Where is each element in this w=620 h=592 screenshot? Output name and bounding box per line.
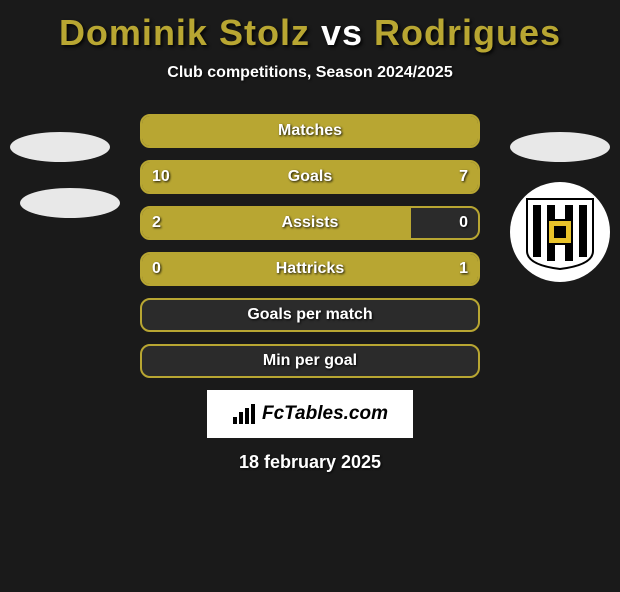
stat-row: Matches [140, 114, 480, 148]
stat-row: Goals per match [140, 298, 480, 332]
logo-text: FcTables.com [262, 403, 388, 425]
stats-bars: MatchesGoals107Assists20Hattricks01Goals… [140, 114, 480, 378]
vs-text: vs [321, 12, 363, 53]
stat-value-left: 2 [152, 208, 161, 238]
stat-row: Hattricks0 1 [140, 252, 480, 286]
stat-label: Goals [142, 162, 478, 192]
subtitle: Club competitions, Season 2024/2025 [0, 64, 620, 82]
stat-row: Min per goal [140, 344, 480, 378]
player2-name: Rodrigues [374, 12, 561, 53]
stat-value-right: 1 [459, 254, 468, 284]
stat-row: Goals10 7 [140, 160, 480, 194]
stat-label: Assists [142, 208, 478, 238]
stat-value-left: 10 [152, 162, 170, 192]
player1-name: Dominik Stolz [59, 12, 310, 53]
fctables-logo[interactable]: FcTables.com [207, 390, 413, 438]
stat-label: Matches [142, 116, 478, 146]
comparison-title: Dominik Stolz vs Rodrigues [0, 12, 620, 54]
stat-value-right: 7 [459, 162, 468, 192]
player1-club-placeholder [20, 188, 120, 218]
bar-chart-icon [232, 403, 256, 425]
club-crest-icon [521, 193, 599, 271]
date-text: 18 february 2025 [0, 452, 620, 473]
stat-label: Goals per match [142, 300, 478, 330]
stat-value-left: 0 [152, 254, 161, 284]
stat-label: Hattricks [142, 254, 478, 284]
player2-club-crest [510, 182, 610, 282]
stat-value-right: 0 [459, 208, 468, 238]
stat-row: Assists2 0 [140, 206, 480, 240]
player2-avatar-placeholder [510, 132, 610, 162]
stat-label: Min per goal [142, 346, 478, 376]
player1-avatar-placeholder [10, 132, 110, 162]
